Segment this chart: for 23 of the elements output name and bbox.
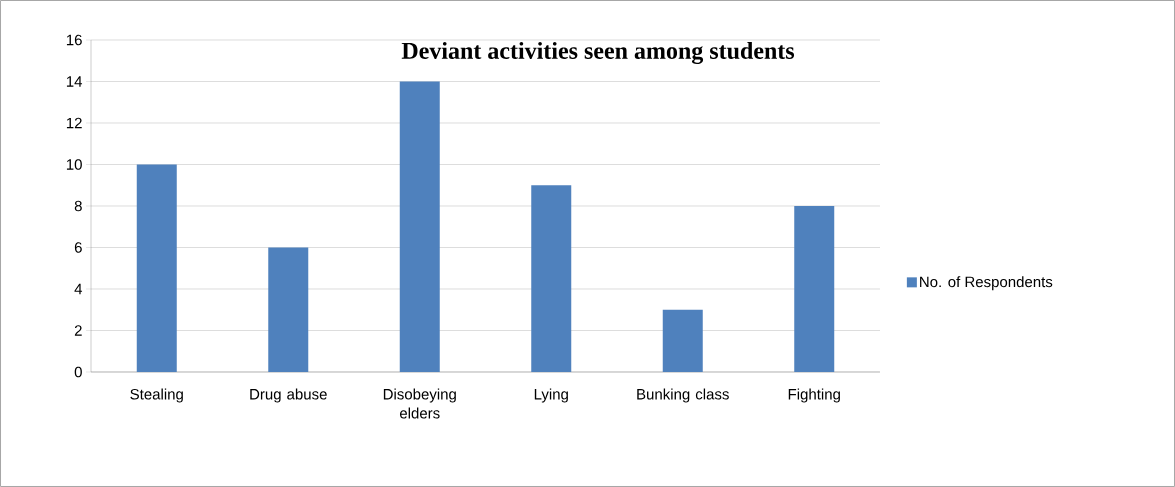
y-tick-label: 14 — [66, 76, 83, 87]
x-tick-label: Disobeying elders — [383, 388, 456, 419]
bar — [531, 185, 572, 372]
x-tick-label: Lying — [534, 388, 568, 403]
x-tick-label: Stealing — [130, 388, 183, 403]
y-tick-label: 8 — [74, 200, 82, 212]
chart-title: Deviant activities seen among students — [401, 42, 795, 64]
y-tick-label: 12 — [66, 117, 82, 129]
x-tick-label: Bunking class — [637, 388, 729, 403]
bar — [662, 309, 703, 372]
bar — [794, 205, 835, 372]
y-tick-label: 2 — [74, 325, 82, 336]
y-tick-label: 6 — [74, 242, 82, 253]
bar — [268, 247, 309, 372]
y-tick-label: 4 — [74, 283, 83, 295]
legend-label: No. of Respondents — [920, 276, 1053, 291]
bar — [136, 164, 177, 372]
x-tick-label: Drug abuse — [250, 388, 327, 403]
y-tick-label: 10 — [66, 159, 82, 170]
y-tick-label: 16 — [66, 34, 82, 46]
x-tick-label: Fighting — [788, 388, 840, 403]
y-tick-label: 0 — [74, 366, 82, 378]
bar — [399, 81, 440, 372]
